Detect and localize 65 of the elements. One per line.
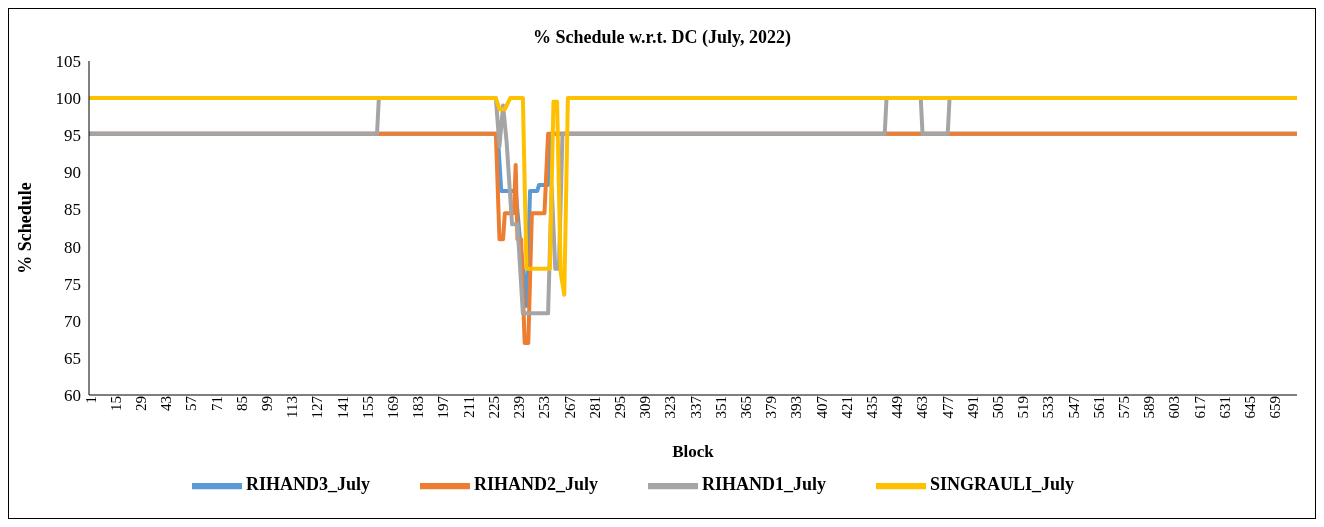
x-tick-label: 421 <box>838 396 855 419</box>
x-tick-label: 379 <box>763 396 780 419</box>
chart-title: % Schedule w.r.t. DC (July, 2022) <box>532 27 792 49</box>
x-tick-label: 435 <box>863 396 880 419</box>
x-tick-label: 71 <box>208 396 225 411</box>
x-tick-label: 589 <box>1141 396 1158 419</box>
x-tick-label: 659 <box>1267 396 1284 419</box>
y-tick-label: 90 <box>64 163 81 183</box>
x-tick-label: 337 <box>687 395 704 419</box>
legend-label: RIHAND2_July <box>473 474 598 495</box>
x-tick-label: 211 <box>460 396 477 418</box>
legend-label: RIHAND1_July <box>701 474 826 495</box>
y-tick-label: 70 <box>64 311 81 331</box>
x-tick-label: 281 <box>586 396 603 419</box>
x-tick-label: 183 <box>410 396 427 419</box>
x-tick-label: 407 <box>813 395 830 419</box>
y-tick-label: 100 <box>55 89 81 109</box>
x-tick-label: 449 <box>889 396 906 419</box>
x-tick-label: 267 <box>561 395 578 419</box>
x-tick-label: 15 <box>107 396 124 411</box>
y-tick-label: 85 <box>64 200 81 220</box>
x-tick-label: 645 <box>1242 396 1259 419</box>
y-tick-label: 65 <box>64 348 81 368</box>
x-tick-label: 547 <box>1065 395 1082 419</box>
x-tick-label: 323 <box>662 396 679 419</box>
x-tick-label: 491 <box>964 396 981 419</box>
x-tick-label: 575 <box>1116 396 1133 419</box>
x-tick-label: 239 <box>511 396 528 419</box>
y-tick-label: 60 <box>64 386 81 406</box>
y-tick-label: 105 <box>55 52 81 72</box>
x-tick-label: 99 <box>259 396 276 411</box>
x-tick-label: 477 <box>939 395 956 419</box>
x-tick-label: 253 <box>536 396 553 419</box>
y-tick-label: 95 <box>64 126 81 146</box>
x-tick-label: 57 <box>183 395 200 411</box>
y-tick-label: 80 <box>64 237 81 257</box>
x-tick-label: 393 <box>788 396 805 419</box>
x-tick-label: 463 <box>914 396 931 419</box>
x-tick-label: 295 <box>611 396 628 419</box>
x-tick-label: 631 <box>1216 396 1233 419</box>
x-tick-label: 127 <box>309 395 326 419</box>
x-tick-label: 225 <box>485 396 502 419</box>
x-axis-title: Block <box>672 442 715 461</box>
x-tick-label: 561 <box>1090 396 1107 419</box>
x-tick-label: 365 <box>737 396 754 419</box>
x-tick-label: 351 <box>712 396 729 419</box>
x-tick-label: 29 <box>133 396 150 411</box>
y-axis-title: % Schedule <box>15 182 36 274</box>
x-tick-label: 309 <box>637 396 654 419</box>
x-tick-label: 141 <box>334 396 351 419</box>
y-tick-label: 75 <box>64 274 81 294</box>
x-tick-label: 155 <box>359 396 376 419</box>
x-tick-label: 603 <box>1166 396 1183 419</box>
x-tick-label: 617 <box>1191 395 1208 419</box>
x-tick-label: 533 <box>1040 396 1057 419</box>
x-tick-label: 1 <box>82 396 99 404</box>
x-tick-label: 505 <box>990 396 1006 419</box>
x-tick-label: 43 <box>158 396 175 411</box>
legend-label: SINGRAULI_July <box>930 474 1075 495</box>
legend-label: RIHAND3_July <box>245 474 370 495</box>
x-tick-label: 519 <box>1015 396 1032 419</box>
x-tick-label: 169 <box>385 396 402 419</box>
x-tick-label: 197 <box>435 395 452 419</box>
x-tick-label: 113 <box>284 396 301 418</box>
x-tick-label: 85 <box>233 396 250 411</box>
